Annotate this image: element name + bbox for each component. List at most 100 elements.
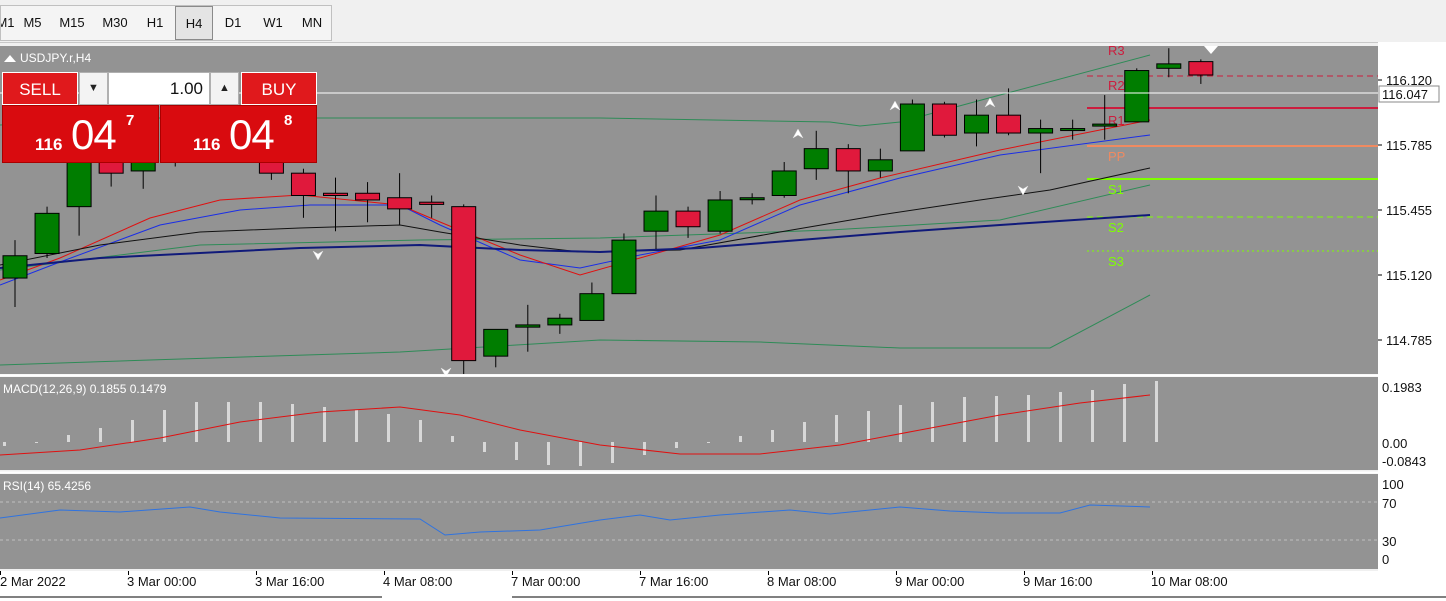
candle-body[interactable] bbox=[483, 328, 509, 357]
ma-navy-line bbox=[0, 214, 1151, 269]
time-axis-label: 10 Mar 08:00 bbox=[1151, 574, 1228, 589]
time-axis bbox=[0, 571, 1446, 601]
candle-body[interactable] bbox=[1092, 123, 1118, 127]
ma-red-line bbox=[0, 119, 1151, 281]
fractal-down-icon bbox=[1017, 185, 1029, 196]
macd-histogram-bar bbox=[707, 442, 710, 443]
ma-blue-line bbox=[0, 134, 1151, 286]
bid-price-box[interactable]: 116 04 7 bbox=[2, 105, 159, 163]
candle-body[interactable] bbox=[419, 201, 445, 205]
macd-pane[interactable] bbox=[0, 377, 1378, 470]
price-axis-label: 115.785 bbox=[1386, 138, 1432, 153]
collapse-triangle-icon[interactable] bbox=[4, 55, 16, 62]
lot-decrease-button[interactable]: ▼ bbox=[79, 72, 108, 105]
fractal-up-icon bbox=[984, 97, 996, 108]
time-axis-label: 7 Mar 00:00 bbox=[511, 574, 580, 589]
arrow-up-icon: ▲ bbox=[219, 82, 230, 94]
timeframe-m15-button[interactable]: M15 bbox=[59, 15, 85, 30]
bollinger-lower-line bbox=[0, 294, 1151, 366]
candle-body[interactable] bbox=[515, 324, 541, 328]
candle-body[interactable] bbox=[451, 206, 477, 362]
candle-body[interactable] bbox=[34, 212, 60, 255]
candle-body[interactable] bbox=[1156, 63, 1182, 69]
candle-body[interactable] bbox=[739, 197, 765, 201]
candle-body[interactable] bbox=[1124, 70, 1150, 123]
pivot-label-s3: S3 bbox=[1108, 254, 1124, 269]
macd-histogram-bar bbox=[99, 428, 102, 442]
macd-histogram-bar bbox=[675, 442, 678, 448]
rsi-axis-label: 30 bbox=[1382, 534, 1396, 549]
ask-price-handle: 116 bbox=[193, 135, 221, 154]
macd-histogram-bar bbox=[355, 410, 358, 442]
pivot-label-pp: PP bbox=[1108, 149, 1125, 164]
candle-body[interactable] bbox=[579, 293, 605, 321]
macd-histogram-bar bbox=[835, 415, 838, 442]
timeframe-w1-button[interactable]: W1 bbox=[263, 15, 283, 30]
time-axis-label: 3 Mar 16:00 bbox=[255, 574, 324, 589]
chart-shift-icon[interactable] bbox=[1204, 46, 1218, 54]
candle-body[interactable] bbox=[1188, 61, 1214, 76]
time-axis-label: 9 Mar 16:00 bbox=[1023, 574, 1092, 589]
macd-histogram-bar bbox=[611, 442, 614, 463]
lot-size-input[interactable]: 1.00 bbox=[108, 72, 210, 105]
rsi-line bbox=[0, 504, 1151, 536]
pivot-label-r2: R2 bbox=[1108, 78, 1125, 93]
candle-body[interactable] bbox=[355, 192, 381, 201]
candle-body[interactable] bbox=[707, 199, 733, 232]
candle-body[interactable] bbox=[771, 170, 797, 196]
candle-body[interactable] bbox=[1060, 128, 1086, 132]
bid-price-handle: 116 bbox=[35, 135, 63, 154]
ask-price-box[interactable]: 116 04 8 bbox=[160, 105, 317, 163]
macd-histogram-bar bbox=[483, 442, 486, 452]
candle-body[interactable] bbox=[899, 103, 925, 152]
time-axis-label: 2 Mar 2022 bbox=[0, 574, 66, 589]
macd-histogram-bar bbox=[387, 414, 390, 442]
candle-body[interactable] bbox=[835, 148, 861, 172]
macd-histogram-bar bbox=[1027, 395, 1030, 442]
chart-area[interactable]: R3R2R1PPS1S2S3USDJPY.r,H4116.120115.7851… bbox=[0, 42, 1446, 601]
buy-button[interactable]: BUY bbox=[241, 72, 317, 105]
pivot-label-s1: S1 bbox=[1108, 182, 1124, 197]
candle-body[interactable] bbox=[387, 197, 413, 210]
timeframe-toolbar: M1 M5 M15 M30 H1 H4 D1 W1 MN bbox=[0, 0, 1446, 43]
rsi-axis-label: 70 bbox=[1382, 496, 1396, 511]
macd-histogram-bar bbox=[1155, 381, 1158, 442]
sell-button[interactable]: SELL bbox=[2, 72, 78, 105]
candle-body[interactable] bbox=[803, 148, 829, 170]
candle-body[interactable] bbox=[323, 192, 348, 196]
candle-body[interactable] bbox=[66, 161, 92, 208]
macd-histogram-bar bbox=[579, 442, 582, 466]
macd-histogram-bar bbox=[547, 442, 550, 465]
ask-price-pips: 04 bbox=[229, 111, 275, 158]
candle-body[interactable] bbox=[964, 114, 989, 134]
timeframe-h4-button[interactable]: H4 bbox=[175, 6, 213, 40]
lot-increase-button[interactable]: ▲ bbox=[210, 72, 239, 105]
timeframe-m1-button[interactable]: M1 bbox=[1, 15, 15, 30]
candle-body[interactable] bbox=[2, 255, 28, 279]
macd-histogram-bar bbox=[163, 410, 166, 442]
timeframe-m5-button[interactable]: M5 bbox=[23, 15, 42, 30]
candle-body[interactable] bbox=[675, 210, 701, 228]
timeframe-h1-button[interactable]: H1 bbox=[146, 15, 164, 30]
candle-body[interactable] bbox=[1028, 128, 1054, 134]
timeframe-m30-button[interactable]: M30 bbox=[102, 15, 128, 30]
current-price-tag bbox=[1378, 85, 1440, 103]
candle-body[interactable] bbox=[547, 317, 573, 326]
bid-price-pips: 04 bbox=[71, 111, 117, 158]
macd-histogram-bar bbox=[1059, 392, 1062, 442]
ma-black-line bbox=[0, 167, 1151, 266]
candle-body[interactable] bbox=[611, 239, 637, 295]
one-click-trading-panel: SELL ▼ 1.00 ▲ BUY 116 04 7 116 04 8 bbox=[2, 72, 317, 164]
time-axis-label: 8 Mar 08:00 bbox=[767, 574, 836, 589]
macd-histogram-bar bbox=[131, 420, 134, 442]
timeframe-mn-button[interactable]: MN bbox=[301, 15, 323, 30]
candle-body[interactable] bbox=[996, 114, 1022, 134]
rsi-pane[interactable] bbox=[0, 474, 1378, 569]
candle-body[interactable] bbox=[290, 172, 316, 196]
candle-body[interactable] bbox=[643, 210, 669, 232]
candle-body[interactable] bbox=[931, 103, 957, 136]
timeframe-d1-button[interactable]: D1 bbox=[224, 15, 242, 30]
rsi-axis-label: 0 bbox=[1382, 552, 1389, 567]
candle-body[interactable] bbox=[867, 159, 893, 172]
bid-price-fraction: 7 bbox=[126, 112, 135, 129]
